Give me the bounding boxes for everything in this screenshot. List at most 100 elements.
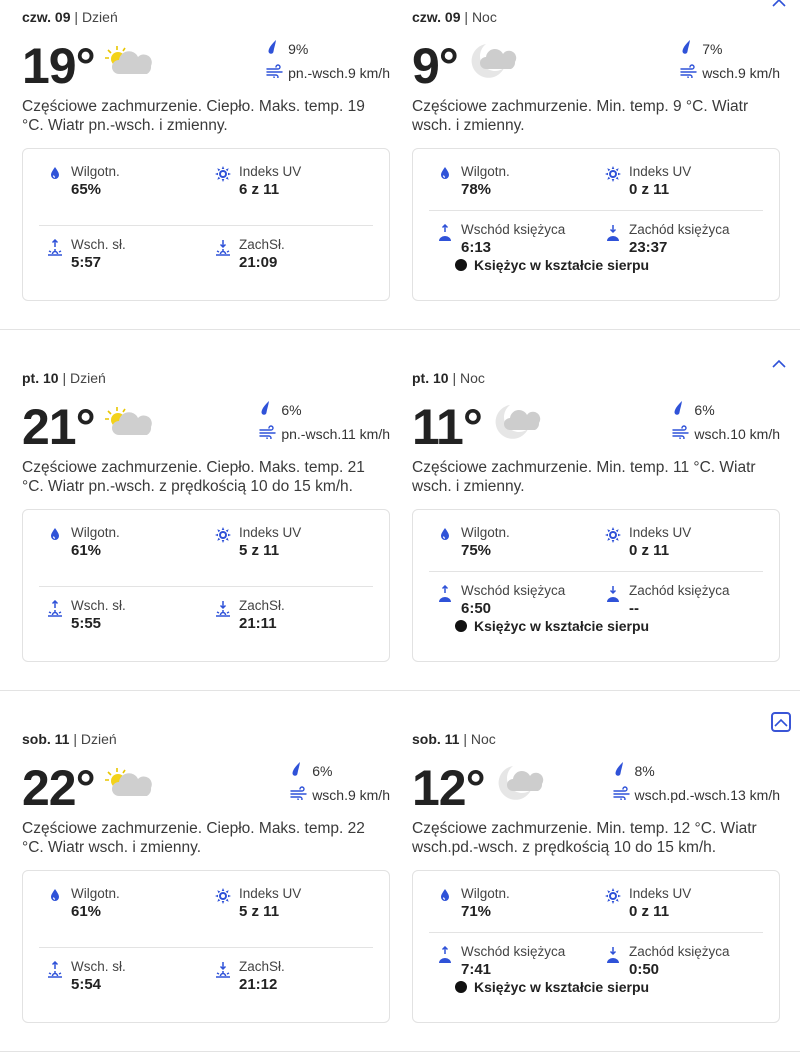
precipitation-value: 6% <box>694 401 715 418</box>
period-label: Noc <box>471 9 497 25</box>
period-header: sob. 11 | Dzień <box>22 731 117 747</box>
uv-label: Indeks UV <box>629 164 692 179</box>
rise-value: 6:13 <box>461 239 492 256</box>
wind-icon <box>290 786 312 803</box>
day-section: sob. 11 | Dzień 22° 6% wsch.9 km/h Częśc… <box>0 691 800 1052</box>
rise-label: Wschód księżyca <box>461 583 566 598</box>
set-value: 21:12 <box>239 976 278 993</box>
temperature: 12° <box>412 760 486 816</box>
chevron-up-icon <box>772 0 786 7</box>
humidity-label: Wilgotn. <box>461 164 510 179</box>
uv-label: Indeks UV <box>239 886 302 901</box>
day-summary: 19° 9% pn.-wsch.9 km/h Częściowe zachmur… <box>22 9 390 135</box>
uv-index-icon <box>597 885 629 904</box>
humidity-label: Wilgotn. <box>71 886 120 901</box>
precipitation-icon <box>259 400 281 419</box>
precipitation-value: 6% <box>281 401 302 418</box>
uv-index-icon <box>597 524 629 543</box>
humidity-value: 61% <box>71 903 102 920</box>
humidity-label: Wilgotn. <box>71 164 120 179</box>
set-value: 23:37 <box>629 239 668 256</box>
details-card: Wilgotn. 61% Indeks UV 5 z 11 Wsch. sł. 5:5… <box>22 509 390 662</box>
divider <box>39 586 373 587</box>
moon-phase: Księżyc w kształcie sierpu <box>455 979 763 995</box>
precipitation-icon <box>672 400 694 419</box>
set-value: -- <box>629 600 639 617</box>
partly-cloudy-night-icon <box>495 763 547 808</box>
uv-index-icon <box>207 885 239 904</box>
forecast-description: Częściowe zachmurzenie. Ciepło. Maks. te… <box>22 820 365 856</box>
partly-cloudy-night-icon <box>468 41 520 86</box>
uv-label: Indeks UV <box>239 525 302 540</box>
period-label: Dzień <box>70 370 106 386</box>
night-summary: 9° 7% wsch.9 km/h Częściowe zachmurzenie… <box>412 9 780 135</box>
wind-value: pn.-wsch.11 km/h <box>281 425 390 442</box>
forecast-description: Częściowe zachmurzenie. Min. temp. 9 °C.… <box>412 98 749 134</box>
wind-value: wsch.9 km/h <box>702 64 780 81</box>
rise-label: Wschód księżyca <box>461 222 566 237</box>
forecast-description: Częściowe zachmurzenie. Ciepło. Maks. te… <box>22 98 365 134</box>
rise-label: Wsch. sł. <box>71 598 126 613</box>
wind-icon <box>680 64 702 81</box>
uv-value: 6 z 11 <box>239 181 280 198</box>
collapse-button[interactable] <box>771 712 791 732</box>
temperature: 22° <box>22 760 96 816</box>
moonset-icon <box>597 943 629 964</box>
uv-value: 0 z 11 <box>629 542 670 559</box>
set-label: ZachSł. <box>239 598 285 613</box>
rise-label: Wschód księżyca <box>461 944 566 959</box>
temperature: 21° <box>22 399 96 455</box>
period-header: pt. 10 | Dzień <box>22 370 106 386</box>
moon-phase-label: Księżyc w kształcie sierpu <box>474 257 650 273</box>
collapse-button[interactable] <box>768 352 790 374</box>
details-card: Wilgotn. 65% Indeks UV 6 z 11 Wsch. sł. 5:5… <box>22 148 390 301</box>
divider <box>39 947 373 948</box>
period-header: pt. 10 | Noc <box>412 370 485 386</box>
day-summary: 21° 6% pn.-wsch.11 km/h Częściowe zachmu… <box>22 370 390 496</box>
wind-value: pn.-wsch.9 km/h <box>288 64 390 81</box>
rise-value: 5:57 <box>71 254 102 271</box>
set-value: 21:09 <box>239 254 278 271</box>
divider <box>39 225 373 226</box>
divider <box>429 932 763 933</box>
partly-cloudy-night-icon <box>492 402 544 447</box>
wind-value: wsch.10 km/h <box>694 425 780 442</box>
temperature: 9° <box>412 38 459 94</box>
humidity-icon <box>39 163 71 180</box>
humidity-label: Wilgotn. <box>71 525 120 540</box>
collapse-button[interactable] <box>768 0 790 13</box>
period-label: Dzień <box>80 731 117 747</box>
details-card: Wilgotn. 61% Indeks UV 5 z 11 Wsch. sł. 5:5… <box>22 870 390 1023</box>
uv-label: Indeks UV <box>629 525 692 540</box>
divider <box>429 571 763 572</box>
details-card: Wilgotn. 71% Indeks UV 0 z 11 Wschód księż… <box>412 870 780 1023</box>
humidity-icon <box>429 524 461 541</box>
uv-index-icon <box>207 524 239 543</box>
precipitation-icon <box>680 39 702 58</box>
details-card: Wilgotn. 75% Indeks UV 0 z 11 Wschód księż… <box>412 509 780 662</box>
uv-index-icon <box>597 163 629 182</box>
moon-phase: Księżyc w kształcie sierpu <box>455 257 763 273</box>
date-label: pt. 10 <box>412 370 449 386</box>
precipitation-icon <box>290 761 312 780</box>
set-value: 0:50 <box>629 961 660 978</box>
chevron-up-icon <box>772 359 786 368</box>
forecast-description: Częściowe zachmurzenie. Min. temp. 12 °C… <box>412 820 757 856</box>
uv-value: 0 z 11 <box>629 903 670 920</box>
date-label: czw. 09 <box>22 9 71 25</box>
sunrise-icon <box>39 236 71 257</box>
temperature: 11° <box>412 399 483 455</box>
temperature: 19° <box>22 38 96 94</box>
moonset-icon <box>597 221 629 242</box>
day-summary: 22° 6% wsch.9 km/h Częściowe zachmurzeni… <box>22 731 390 857</box>
rise-label: Wsch. sł. <box>71 237 126 252</box>
precipitation-icon <box>613 761 635 780</box>
sunset-icon <box>207 236 239 257</box>
uv-value: 5 z 11 <box>239 903 280 920</box>
humidity-value: 75% <box>461 542 492 559</box>
forecast-description: Częściowe zachmurzenie. Min. temp. 11 °C… <box>412 459 756 495</box>
wind-value: wsch.pd.-wsch.13 km/h <box>634 786 781 803</box>
humidity-value: 71% <box>461 903 492 920</box>
sunset-icon <box>207 597 239 618</box>
